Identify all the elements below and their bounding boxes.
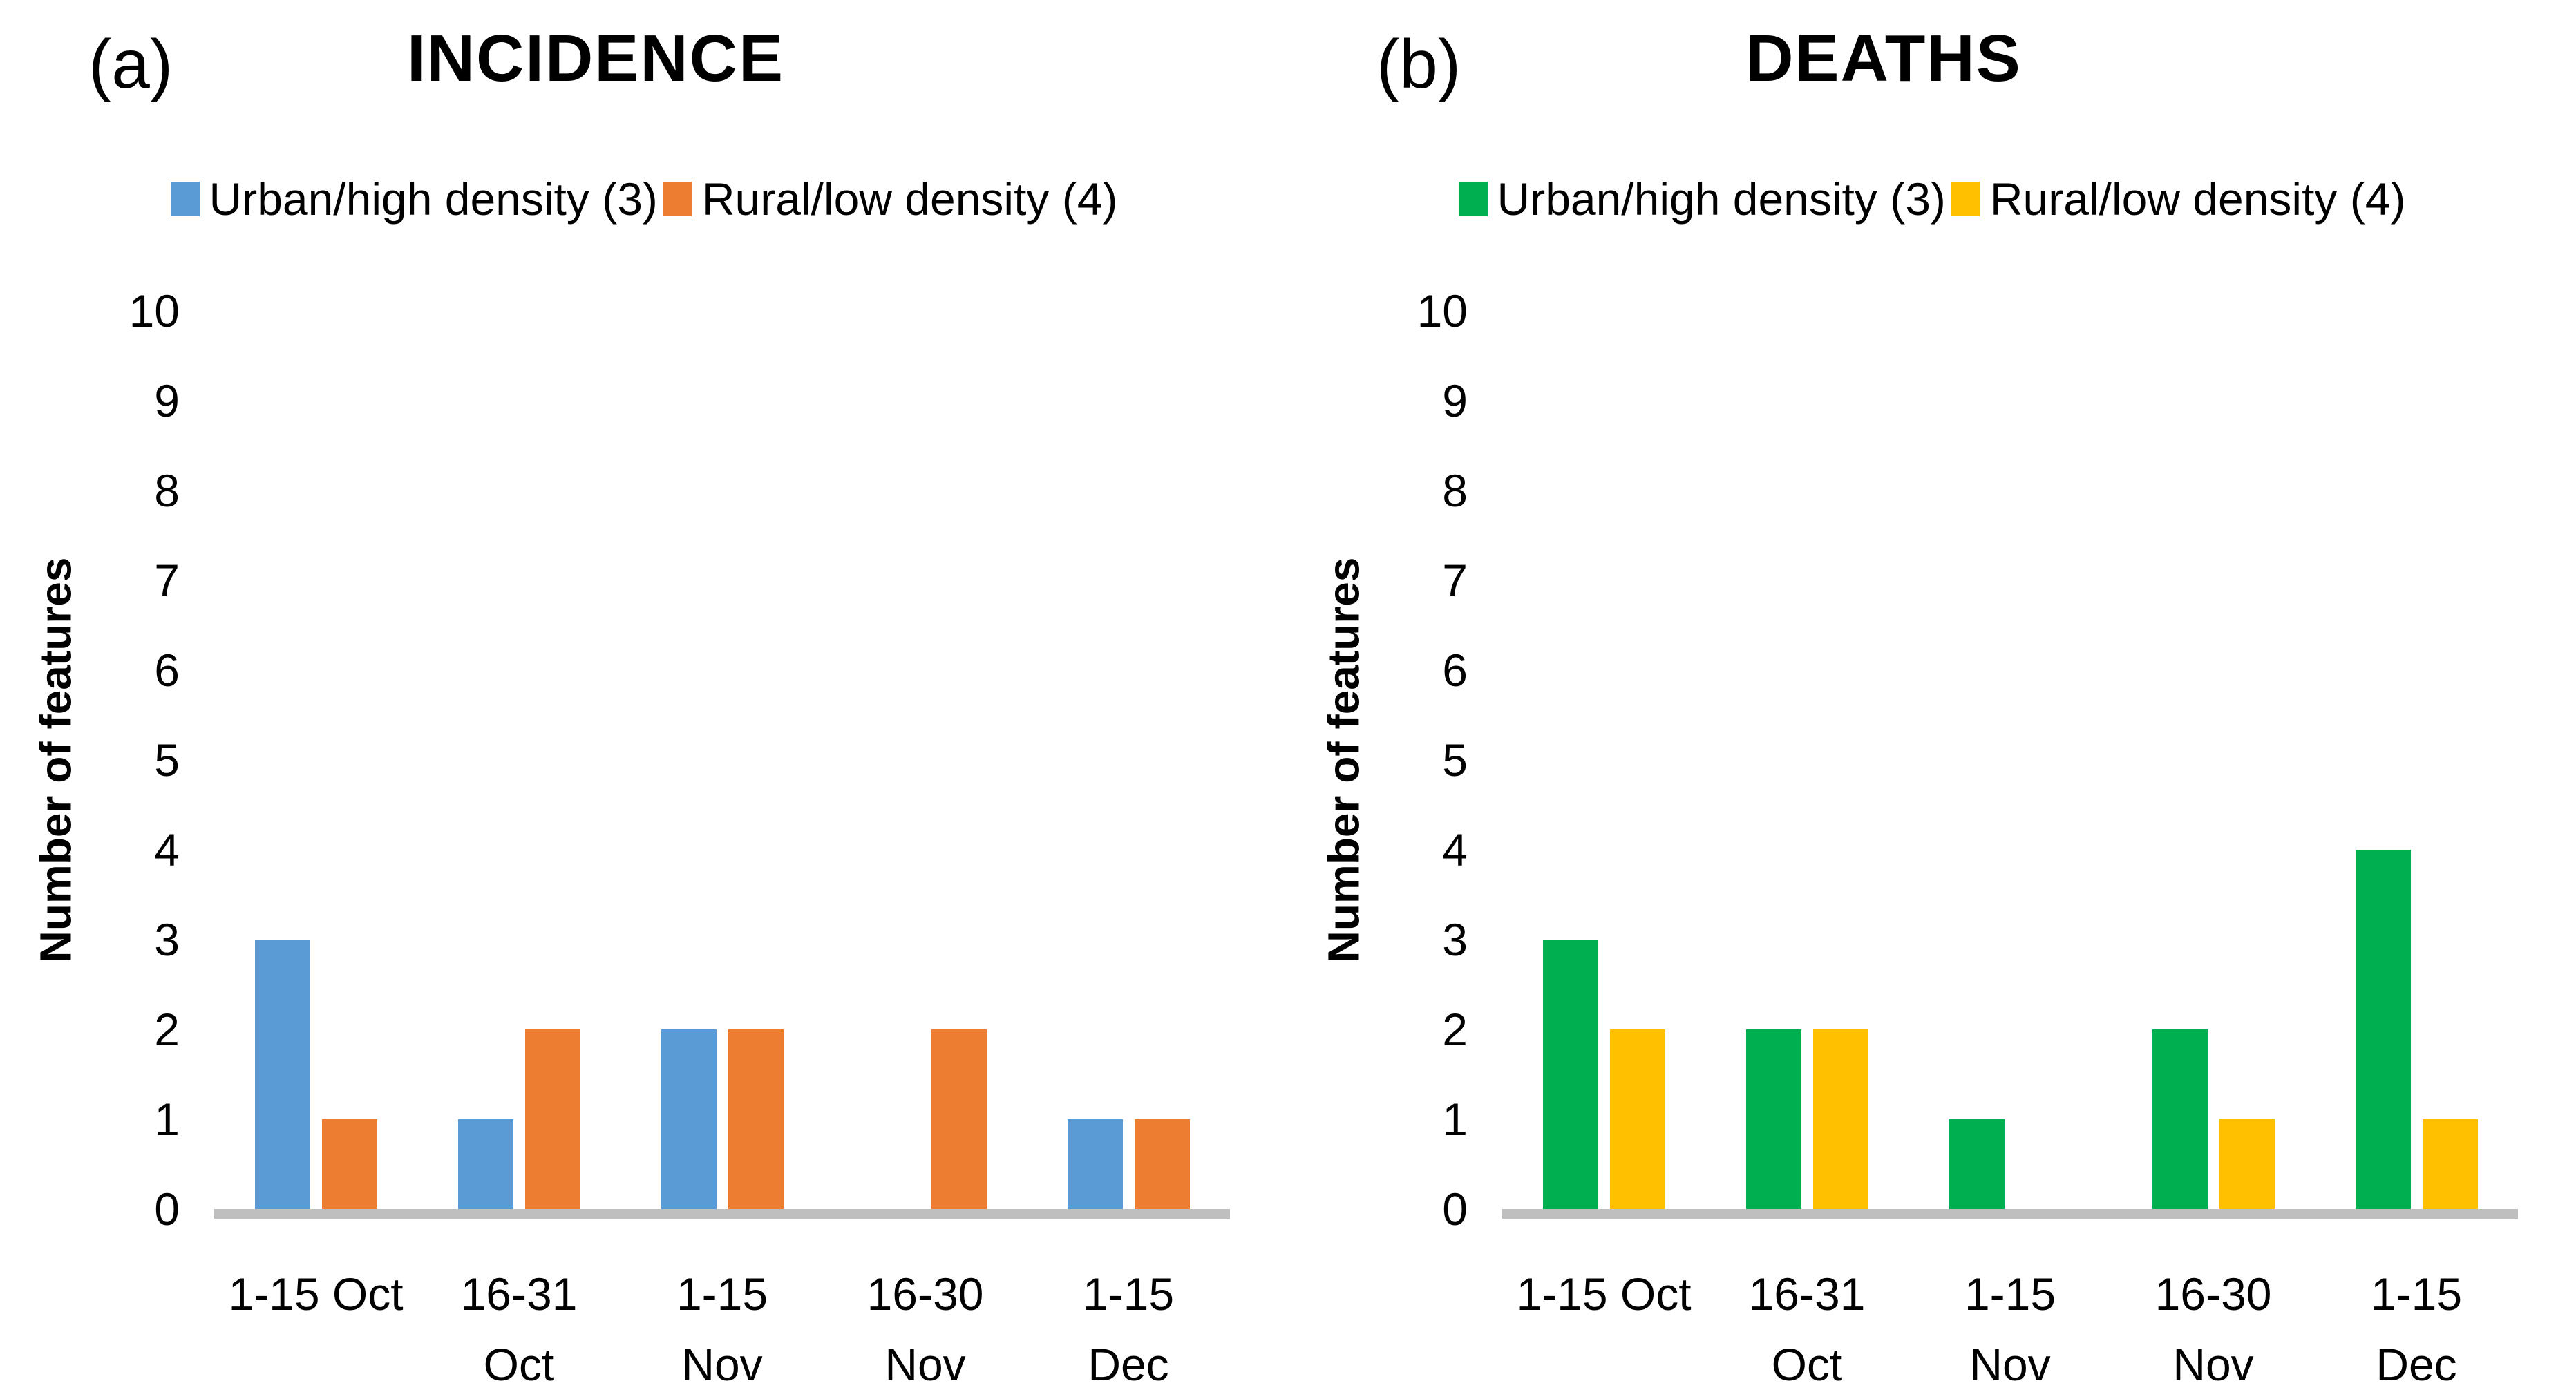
panel-title-wrap: INCIDENCE	[0, 21, 1191, 97]
plot-area-incidence	[214, 311, 1230, 1209]
x-label-1-15-nov: 1-15 Nov	[1964, 1268, 2056, 1390]
y-tick-2: 2	[154, 1004, 180, 1055]
plot-area-deaths	[1502, 311, 2518, 1209]
x-axis-labels: 1-15 Oct 16-31 Oct 1-15 Nov 16-30 Nov 1-15 D…	[214, 1259, 1230, 1399]
y-tick-9: 9	[1442, 375, 1468, 426]
bar-rural-1-15-oct	[321, 1119, 377, 1209]
bar-urban-16-30-nov	[2152, 1029, 2208, 1209]
y-tick-5: 5	[1442, 734, 1468, 786]
bar-rural-1-15-dec	[2422, 1119, 2478, 1209]
legend-incidence: Urban/high density (3) Rural/low density…	[41, 164, 1247, 234]
bar-group-1-15-nov	[1909, 311, 2112, 1209]
bar-group-1-15-dec	[2315, 311, 2518, 1209]
legend-item-urban: Urban/high density (3)	[170, 173, 658, 225]
bar-rural-16-31-oct	[524, 1029, 580, 1209]
panel-letter-a: (a)	[88, 26, 173, 103]
y-tick-6: 6	[1442, 645, 1468, 696]
legend-item-rural: Rural/low density (4)	[663, 173, 1118, 225]
bar-rural-1-15-oct	[1609, 1029, 1665, 1209]
panel-incidence: (a) INCIDENCE Urban/high density (3) Rur…	[0, 21, 1247, 1399]
bar-group-16-30-nov	[2112, 311, 2315, 1209]
bar-urban-1-15-nov	[1949, 1119, 2005, 1209]
panel-letter-b: (b)	[1376, 26, 1461, 103]
y-tick-9: 9	[154, 375, 180, 426]
panel-deaths: (b) DEATHS Urban/high density (3) Rural/…	[1288, 0, 2576, 1399]
y-tick-0: 0	[1442, 1183, 1468, 1235]
y-axis-title-wrap: Number of features	[1309, 311, 1378, 1209]
bar-urban-1-15-dec	[2355, 850, 2411, 1209]
x-label-16-31-oct: 16-31 Oct	[1748, 1268, 1866, 1390]
x-axis-line	[1502, 1209, 2518, 1219]
x-label-1-15-oct: 1-15 Oct	[228, 1268, 404, 1320]
y-tick-8: 8	[1442, 465, 1468, 516]
y-tick-3: 3	[154, 914, 180, 965]
bar-urban-1-15-dec	[1067, 1119, 1123, 1209]
y-axis-ticks: 0 1 2 3 4 5 6 7 8 9 10	[1371, 285, 1468, 1235]
legend-label-urban: Urban/high density (3)	[209, 173, 658, 225]
y-tick-10: 10	[1417, 285, 1468, 336]
x-label-16-30-nov: 16-30 Nov	[2154, 1268, 2272, 1390]
legend-swatch-rural-icon	[663, 182, 692, 216]
legend-deaths: Urban/high density (3) Rural/low density…	[1329, 164, 2535, 234]
y-tick-1: 1	[154, 1094, 180, 1145]
bar-urban-1-15-nov	[661, 1029, 717, 1209]
x-label-16-30-nov: 16-30 Nov	[866, 1268, 984, 1390]
bar-urban-1-15-oct	[1542, 940, 1598, 1209]
legend-swatch-urban-icon	[1458, 182, 1488, 216]
panel-title-wrap: DEATHS	[1288, 21, 2479, 97]
bar-group-16-31-oct	[1705, 311, 1909, 1209]
bar-group-1-15-oct	[1502, 311, 1705, 1209]
y-tick-0: 0	[154, 1183, 180, 1235]
x-label-16-31-oct: 16-31 Oct	[460, 1268, 578, 1390]
legend-label-urban: Urban/high density (3)	[1497, 173, 1946, 225]
y-tick-10: 10	[129, 285, 180, 336]
bar-group-1-15-oct	[214, 311, 417, 1209]
y-tick-1: 1	[1442, 1094, 1468, 1145]
y-tick-8: 8	[154, 465, 180, 516]
bar-rural-1-15-dec	[1134, 1119, 1190, 1209]
bar-group-1-15-dec	[1027, 311, 1230, 1209]
x-label-1-15-nov: 1-15 Nov	[676, 1268, 768, 1390]
y-tick-6: 6	[154, 645, 180, 696]
legend-item-urban: Urban/high density (3)	[1458, 173, 1946, 225]
x-axis-line	[214, 1209, 1230, 1219]
x-axis-labels: 1-15 Oct 16-31 Oct 1-15 Nov 16-30 Nov 1-15 D…	[1502, 1259, 2518, 1399]
x-label-1-15-oct: 1-15 Oct	[1516, 1268, 1692, 1320]
chart-title-incidence: INCIDENCE	[406, 21, 785, 95]
y-tick-4: 4	[1442, 824, 1468, 875]
legend-label-rural: Rural/low density (4)	[701, 173, 1118, 225]
bar-urban-16-31-oct	[1745, 1029, 1801, 1209]
legend-swatch-urban-icon	[170, 182, 200, 216]
legend-swatch-rural-icon	[1951, 182, 1980, 216]
y-tick-2: 2	[1442, 1004, 1468, 1055]
bar-rural-16-30-nov	[931, 1029, 987, 1209]
x-label-1-15-dec: 1-15 Dec	[2370, 1268, 2463, 1390]
y-axis-title: Number of features	[1318, 557, 1368, 963]
y-axis-title: Number of features	[30, 557, 80, 963]
y-tick-3: 3	[1442, 914, 1468, 965]
bar-urban-1-15-oct	[254, 940, 310, 1209]
bar-group-1-15-nov	[621, 311, 824, 1209]
legend-label-rural: Rural/low density (4)	[1989, 173, 2406, 225]
y-tick-4: 4	[154, 824, 180, 875]
y-axis-title-wrap: Number of features	[21, 311, 90, 1209]
bar-urban-16-31-oct	[457, 1119, 513, 1209]
bar-group-16-30-nov	[824, 311, 1027, 1209]
bar-group-16-31-oct	[417, 311, 621, 1209]
x-label-1-15-dec: 1-15 Dec	[1082, 1268, 1175, 1390]
y-axis-ticks: 0 1 2 3 4 5 6 7 8 9 10	[83, 285, 180, 1235]
chart-title-deaths: DEATHS	[1745, 21, 2022, 95]
legend-item-rural: Rural/low density (4)	[1951, 173, 2406, 225]
y-tick-7: 7	[154, 555, 180, 606]
bar-rural-16-30-nov	[2219, 1119, 2275, 1209]
y-tick-5: 5	[154, 734, 180, 786]
bar-rural-16-31-oct	[1812, 1029, 1868, 1209]
bar-rural-1-15-nov	[728, 1029, 784, 1209]
y-tick-7: 7	[1442, 555, 1468, 606]
